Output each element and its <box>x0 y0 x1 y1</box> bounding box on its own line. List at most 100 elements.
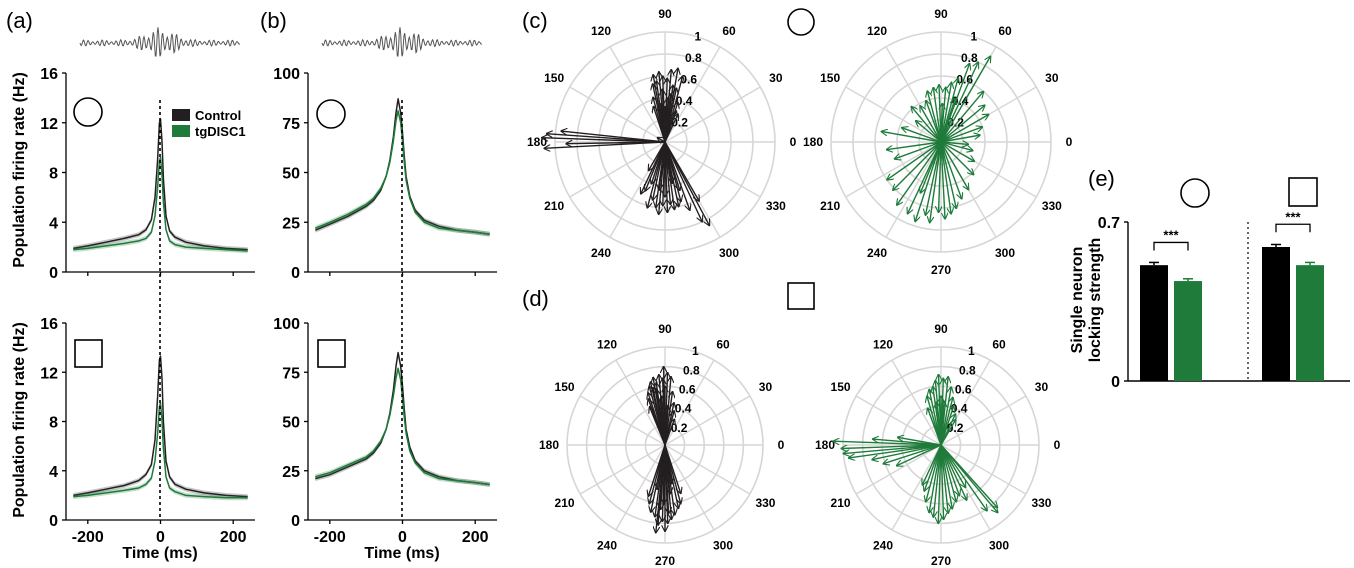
phase-vector <box>940 141 945 219</box>
polar-spoke <box>940 395 1027 446</box>
polar-radial-label: 0.8 <box>685 51 702 65</box>
polar-spoke <box>885 141 942 238</box>
phase-vector <box>648 444 666 496</box>
polar-angle-label: 210 <box>831 496 851 510</box>
y-tick-label: 0 <box>49 513 58 530</box>
phase-vector <box>939 141 941 212</box>
x-tick-label: 200 <box>462 529 489 546</box>
polar-spoke <box>664 444 751 495</box>
phase-vector <box>940 115 989 143</box>
y-tick-label: 50 <box>282 415 300 432</box>
polar-angle-label: 30 <box>1045 71 1059 85</box>
polar-angle-label: 330 <box>1042 199 1062 213</box>
phase-vector <box>881 131 942 143</box>
y-tick-label: 100 <box>273 66 300 83</box>
y-tick-label: 0 <box>291 265 300 282</box>
locking-strength-bar-chart: 0 0.7 *** *** <box>1098 209 1350 391</box>
polar-angle-label: 240 <box>867 246 887 260</box>
polar-angle-label: 270 <box>655 263 675 277</box>
phase-vector <box>915 141 942 222</box>
phase-vector <box>940 56 991 143</box>
phase-vector <box>661 104 666 143</box>
x-tick-label: 0 <box>398 529 407 546</box>
legend: Control tgDISC1 <box>172 108 246 139</box>
y-tick-label: 75 <box>282 116 300 133</box>
polar-angle-label: 240 <box>873 538 893 552</box>
polar-angle-label: 120 <box>591 24 611 38</box>
polar-spoke <box>845 86 942 143</box>
y-axis-title-line1: Single neuron <box>1069 247 1086 354</box>
polar-spoke <box>569 141 666 198</box>
polar-radial-label: 0.8 <box>683 363 700 377</box>
polar-angle-label: 90 <box>934 322 948 336</box>
phase-vector <box>566 142 666 144</box>
phase-vector <box>664 141 699 201</box>
polar-d-tg: 03060901201501802102402703003300.20.40.6… <box>815 322 1061 568</box>
x-tick-label: 200 <box>220 529 247 546</box>
phase-vector <box>902 128 942 143</box>
phase-vector <box>650 407 666 446</box>
phase-vector <box>664 85 673 143</box>
phase-vector <box>940 142 968 144</box>
bar-tg-circle <box>1174 281 1202 381</box>
polar-radial-label: 0.4 <box>676 94 693 108</box>
polar-angle-label: 180 <box>539 438 559 452</box>
polar-spoke <box>579 444 666 495</box>
y-axis-title: Population firing rate (Hz) <box>11 72 28 268</box>
polar-spoke <box>664 86 761 143</box>
plot-a-top: 0 4 8 12 16 <box>40 66 255 282</box>
panel-label-a: (a) <box>6 8 33 33</box>
polar-radial-label: 1 <box>695 29 702 43</box>
circle-condition-icon <box>316 99 346 129</box>
legend-swatch-control <box>172 109 190 121</box>
polar-angle-label: 0 <box>778 438 785 452</box>
phase-vector <box>940 444 952 509</box>
polar-spoke <box>664 141 761 198</box>
panel-label-e: (e) <box>1088 166 1115 191</box>
phase-vector <box>664 367 665 446</box>
polar-radial-label: 0.8 <box>959 363 976 377</box>
polar-angle-label: 330 <box>755 496 775 510</box>
phase-vector <box>926 101 942 143</box>
phase-vector <box>651 141 666 184</box>
polar-spoke <box>664 46 721 143</box>
polar-spoke <box>664 395 751 446</box>
legend-label-control: Control <box>195 108 241 123</box>
plot-a-bottom: 0 4 8 12 16 -200 0 200 <box>40 316 255 546</box>
phase-vector <box>894 141 942 159</box>
square-condition-icon <box>317 339 346 368</box>
phase-vector <box>940 141 962 199</box>
phase-vector <box>664 141 680 190</box>
circle-condition-icon <box>1180 178 1210 208</box>
circle-condition-icon <box>73 97 103 127</box>
polar-angle-label: 210 <box>820 199 840 213</box>
polar-angle-label: 300 <box>719 246 739 260</box>
polar-angle-label: 240 <box>591 246 611 260</box>
polar-c-control: 03060901201501802102402703003300.20.40.6… <box>527 7 797 277</box>
phase-vector <box>664 444 669 514</box>
series-line-control <box>315 98 490 235</box>
polar-spoke <box>891 444 942 531</box>
polar-angle-label: 210 <box>544 199 564 213</box>
phase-vector <box>940 141 974 161</box>
phase-vector <box>664 141 672 183</box>
polar-spoke <box>609 46 666 143</box>
polar-angle-label: 330 <box>766 199 786 213</box>
polar-c-tg: 03060901201501802102402703003300.20.40.6… <box>803 7 1073 277</box>
phase-vector <box>933 444 942 517</box>
polar-spoke <box>569 86 666 143</box>
polar-angle-label: 60 <box>992 338 1006 352</box>
series-line-tg <box>73 156 248 252</box>
phase-vector <box>897 444 942 466</box>
phase-vector <box>650 382 666 446</box>
polar-angle-label: 0 <box>1066 135 1073 149</box>
phase-vector <box>833 441 942 446</box>
polar-angle-label: 60 <box>998 24 1012 38</box>
square-condition-icon <box>1288 177 1318 207</box>
polar-radial-label: 0.6 <box>679 382 696 396</box>
y-tick-label: 0 <box>291 513 300 530</box>
phase-vector <box>940 105 985 143</box>
x-tick-label: -200 <box>314 529 346 546</box>
phase-vector <box>922 444 942 485</box>
polar-angle-label: 60 <box>722 24 736 38</box>
